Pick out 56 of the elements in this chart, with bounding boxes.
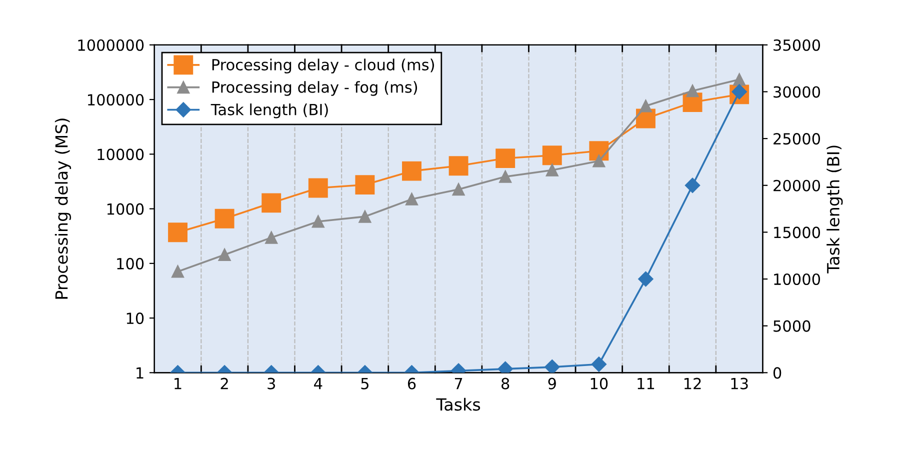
point — [496, 148, 516, 168]
y-tick-label: 1 — [136, 367, 144, 378]
y-tick-label: 100000 — [88, 94, 144, 106]
point — [452, 183, 465, 196]
y2-tick-label: 0 — [773, 367, 782, 379]
x-axis-title: Tasks — [436, 398, 480, 411]
point — [218, 248, 231, 262]
legend-label: Processing delay - cloud (ms) — [212, 58, 434, 74]
legend-label: Processing delay - fog (ms) — [212, 81, 418, 96]
x-tick-label: 8 — [502, 378, 510, 390]
point — [405, 192, 418, 206]
point — [546, 164, 558, 176]
x-tick-label: 2 — [220, 378, 228, 390]
y2-tick-label: 15000 — [774, 226, 820, 238]
point — [308, 178, 328, 198]
x-tick-label: 6 — [408, 378, 416, 390]
x-tick-label: 3 — [268, 378, 275, 390]
y2-tick-label: 25000 — [774, 133, 820, 145]
point — [265, 231, 278, 244]
point — [214, 208, 234, 228]
y2-tick-label: 10000 — [774, 273, 820, 286]
y-tick-label: 100 — [117, 258, 144, 270]
x-tick-label: 5 — [361, 378, 368, 390]
y2-tick-label: 35000 — [774, 39, 820, 51]
y-tick-label: 10000 — [98, 148, 144, 160]
point — [639, 100, 652, 112]
y-axis-title: Processing delay (MS) — [54, 118, 72, 299]
x-tick-label: 9 — [548, 378, 556, 390]
point — [592, 154, 606, 168]
x-tick-label: 7 — [454, 378, 462, 390]
point — [312, 215, 324, 228]
point — [358, 210, 372, 223]
y2-tick-label: 5000 — [774, 320, 810, 332]
point — [448, 156, 468, 176]
x-tick-label: 11 — [638, 378, 654, 390]
x-tick-label: 12 — [684, 378, 701, 390]
y-tick-label: 1000000 — [78, 39, 144, 51]
x-tick-label: 10 — [590, 378, 608, 390]
legend-label: Task length (BI) — [210, 104, 328, 118]
point — [168, 222, 188, 242]
y2-axis-title: Task length (BI) — [826, 146, 843, 274]
y-tick-label: 1000 — [107, 203, 144, 215]
y2-tick-label: 30000 — [774, 86, 820, 98]
x-tick-label: 1 — [174, 378, 182, 390]
y2-tick-label: 20000 — [774, 180, 820, 192]
point — [355, 175, 375, 195]
point — [402, 161, 422, 181]
point — [686, 84, 699, 98]
point — [172, 265, 184, 278]
x-tick-label: 13 — [731, 378, 748, 390]
point — [499, 170, 512, 183]
y-tick-label: 10 — [126, 312, 144, 324]
point — [733, 73, 746, 86]
point — [542, 146, 562, 166]
point — [262, 193, 282, 213]
x-tick-label: 4 — [314, 378, 322, 390]
